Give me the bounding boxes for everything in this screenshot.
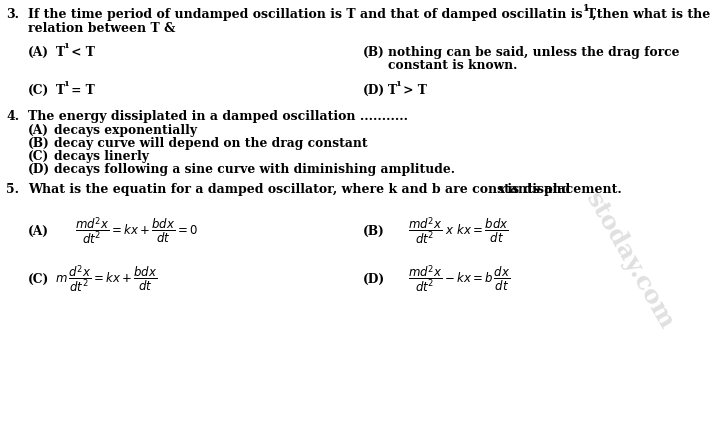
- Text: (C): (C): [28, 84, 49, 97]
- Text: 3.: 3.: [6, 8, 19, 21]
- Text: = T: = T: [67, 84, 95, 97]
- Text: (B): (B): [363, 46, 385, 59]
- Text: T: T: [56, 46, 65, 59]
- Text: $m\,\dfrac{d^2x}{dt^2} = kx + \dfrac{bdx}{dt}$: $m\,\dfrac{d^2x}{dt^2} = kx + \dfrac{bdx…: [55, 263, 158, 295]
- Text: $\dfrac{md^2x}{dt^2}\ x\ kx = \dfrac{bdx}{dt}$: $\dfrac{md^2x}{dt^2}\ x\ kx = \dfrac{bdx…: [408, 215, 509, 247]
- Text: nothing can be said, unless the drag force: nothing can be said, unless the drag for…: [388, 46, 680, 59]
- Text: x: x: [497, 183, 505, 196]
- Text: (D): (D): [363, 84, 385, 97]
- Text: (D): (D): [28, 163, 50, 176]
- Text: ,then what is the: ,then what is the: [588, 8, 710, 21]
- Text: (A): (A): [28, 46, 49, 59]
- Text: 4.: 4.: [6, 110, 19, 123]
- Text: relation between T &: relation between T &: [28, 22, 176, 35]
- Text: < T: < T: [67, 46, 95, 59]
- Text: > T: > T: [399, 84, 427, 97]
- Text: (C): (C): [28, 150, 49, 163]
- Text: T: T: [388, 84, 397, 97]
- Text: decays exponentially: decays exponentially: [54, 124, 197, 137]
- Text: 1: 1: [395, 81, 401, 89]
- Text: decay curve will depend on the drag constant: decay curve will depend on the drag cons…: [54, 137, 367, 150]
- Text: (B): (B): [28, 137, 50, 150]
- Text: $\dfrac{md^2x}{dt^2} - kx = b\,\dfrac{dx}{dt}$: $\dfrac{md^2x}{dt^2} - kx = b\,\dfrac{dx…: [408, 263, 510, 295]
- Text: T: T: [56, 84, 65, 97]
- Text: The energy dissiplated in a damped oscillation ...........: The energy dissiplated in a damped oscil…: [28, 110, 408, 123]
- Text: decays linerly: decays linerly: [54, 150, 149, 163]
- Text: 1: 1: [583, 4, 590, 13]
- Text: 1: 1: [63, 81, 69, 89]
- Text: (D): (D): [363, 273, 385, 285]
- Text: (A): (A): [28, 124, 49, 137]
- Text: (B): (B): [363, 224, 385, 238]
- Text: 5.: 5.: [6, 183, 19, 196]
- Text: (C): (C): [28, 273, 49, 285]
- Text: $\dfrac{md^2x}{dt^2} = kx + \dfrac{bdx}{dt} = 0$: $\dfrac{md^2x}{dt^2} = kx + \dfrac{bdx}{…: [75, 215, 198, 247]
- Text: is displacement.: is displacement.: [503, 183, 621, 196]
- Text: constant is known.: constant is known.: [388, 59, 518, 72]
- Text: If the time period of undamped oscillation is T and that of damped oscillatin is: If the time period of undamped oscillati…: [28, 8, 596, 21]
- Text: (A): (A): [28, 224, 49, 238]
- Text: 1: 1: [63, 42, 69, 51]
- Text: stoday.com: stoday.com: [581, 188, 679, 334]
- Text: What is the equatin for a damped oscillator, where k and b are constants and: What is the equatin for a damped oscilla…: [28, 183, 574, 196]
- Text: decays following a sine curve with diminishing amplitude.: decays following a sine curve with dimin…: [54, 163, 455, 176]
